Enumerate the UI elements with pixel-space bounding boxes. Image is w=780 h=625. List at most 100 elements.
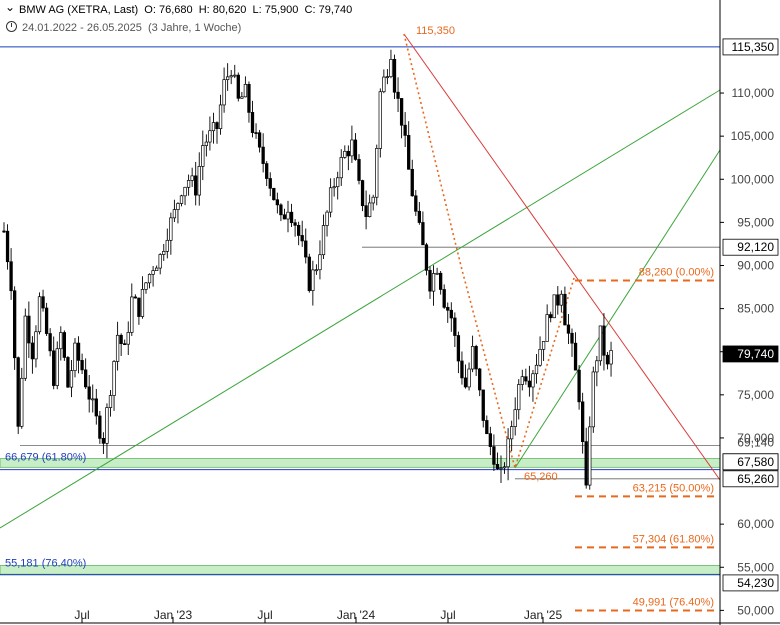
candle-body bbox=[353, 139, 358, 160]
price-axis-label: 115,350 bbox=[732, 40, 775, 54]
candle-body bbox=[435, 272, 439, 275]
left-level-label: 55,181 (76.40%) bbox=[5, 558, 86, 570]
candle-body bbox=[297, 224, 301, 236]
candle-body bbox=[289, 211, 294, 224]
candle-body bbox=[478, 368, 482, 391]
candle-body bbox=[417, 210, 421, 223]
y-tick-label: 60,000 bbox=[737, 517, 774, 531]
price-axis-label: 92,120 bbox=[737, 240, 774, 254]
candle-body bbox=[481, 389, 485, 421]
candle-body bbox=[162, 250, 166, 255]
candle-body bbox=[410, 168, 414, 197]
candle-body bbox=[34, 331, 38, 360]
y-tick-label: 90,000 bbox=[737, 258, 774, 272]
candle-body bbox=[534, 364, 539, 375]
candle-body bbox=[204, 141, 209, 146]
price-axis-label: 79,740 bbox=[737, 347, 774, 361]
candle-body bbox=[360, 180, 365, 207]
candle-body bbox=[314, 269, 319, 272]
candle-body bbox=[325, 211, 329, 226]
candle-body bbox=[91, 398, 95, 401]
candle-body bbox=[591, 371, 595, 428]
candle-body bbox=[396, 91, 400, 99]
x-tick-label: Jul bbox=[257, 608, 272, 622]
candle-body bbox=[144, 282, 148, 290]
candle-body bbox=[119, 334, 123, 345]
fib-level-label: 88,260 (0.00%) bbox=[639, 266, 714, 278]
resistance-trendline bbox=[403, 33, 721, 481]
price-axis-label-partial: 69,140 bbox=[737, 435, 774, 449]
candle-body bbox=[286, 211, 290, 220]
candle-body bbox=[510, 426, 514, 440]
candle-body bbox=[108, 395, 113, 408]
candle-body bbox=[87, 386, 91, 400]
candle-body bbox=[467, 368, 471, 388]
fib-level-label: 49,991 (76.40%) bbox=[633, 596, 714, 608]
x-tick-label: Jan '25 bbox=[524, 608, 563, 622]
candle-body bbox=[115, 334, 120, 362]
candle-body bbox=[247, 83, 251, 113]
candle-body bbox=[414, 195, 418, 212]
candle-body bbox=[101, 437, 106, 444]
candle-body bbox=[73, 342, 77, 371]
candle-body bbox=[499, 467, 503, 470]
candle-body bbox=[456, 335, 461, 362]
candle-body bbox=[2, 230, 6, 233]
candle-body bbox=[524, 376, 528, 382]
candle-body bbox=[609, 350, 613, 365]
candle-body bbox=[275, 199, 279, 206]
price-axis-box-cover bbox=[722, 453, 779, 471]
chart-range-row: 24.01.2022 - 26.05.2025 (3 Jahre, 1 Woch… bbox=[6, 21, 241, 34]
candle-body bbox=[268, 178, 272, 189]
candle-body bbox=[112, 361, 116, 396]
candle-body bbox=[254, 132, 258, 134]
left-level-label: 66,679 (61.80%) bbox=[5, 452, 86, 464]
candle-body bbox=[147, 273, 152, 284]
candle-body bbox=[30, 342, 35, 360]
candle-body bbox=[23, 315, 27, 379]
candle-body bbox=[527, 380, 532, 388]
chevron-down-icon[interactable] bbox=[5, 0, 15, 14]
chart-range: 24.01.2022 - 26.05.2025 (3 Jahre, 1 Woch… bbox=[22, 22, 242, 34]
candle-body bbox=[545, 314, 549, 342]
candle-body bbox=[5, 230, 10, 263]
candle-body bbox=[428, 269, 432, 292]
candle-body bbox=[211, 122, 216, 132]
long-support-trendline bbox=[0, 89, 721, 529]
candle-body bbox=[421, 222, 425, 246]
candle-body bbox=[588, 426, 592, 486]
price-axis-label: 65,260 bbox=[737, 472, 774, 486]
candle-body bbox=[563, 293, 567, 326]
candle-body bbox=[375, 148, 379, 198]
x-tick-label: Jul bbox=[440, 608, 455, 622]
candle-body bbox=[442, 289, 446, 308]
candle-body bbox=[368, 202, 372, 218]
candle-body bbox=[137, 297, 141, 317]
candle-body bbox=[541, 341, 546, 350]
candle-body bbox=[318, 254, 322, 271]
candle-body bbox=[470, 346, 475, 370]
candle-body bbox=[9, 261, 13, 292]
candle-body bbox=[559, 293, 563, 306]
candle-body bbox=[538, 349, 542, 366]
candle-body bbox=[389, 58, 393, 78]
candle-body bbox=[460, 360, 464, 379]
candle-body bbox=[566, 324, 571, 334]
candle-body bbox=[385, 76, 390, 79]
candle-body bbox=[201, 145, 205, 167]
candle-body bbox=[392, 58, 397, 93]
candle-body bbox=[439, 272, 443, 290]
candle-body bbox=[343, 150, 347, 158]
candle-body bbox=[130, 296, 134, 333]
candle-body bbox=[506, 438, 510, 468]
candle-body bbox=[265, 163, 269, 179]
x-tick-label: Jan '23 bbox=[154, 608, 193, 622]
candle-body bbox=[552, 294, 556, 319]
candle-body bbox=[272, 187, 276, 201]
candle-body bbox=[488, 433, 492, 447]
candle-body bbox=[357, 159, 361, 181]
candle-body bbox=[336, 177, 340, 188]
candle-body bbox=[403, 124, 407, 136]
candle-body bbox=[250, 112, 255, 133]
